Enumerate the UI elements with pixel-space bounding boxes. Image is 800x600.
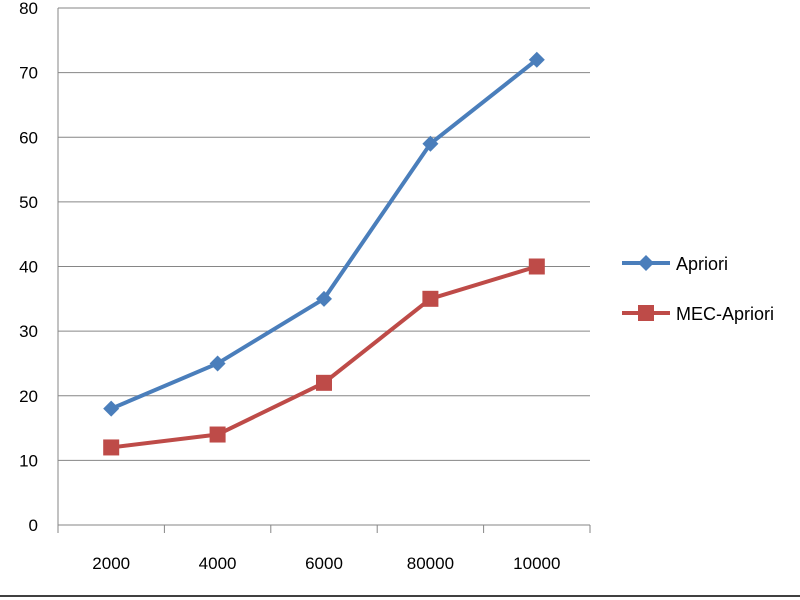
y-tick-label: 60	[19, 128, 38, 147]
data-point-diamond	[316, 290, 332, 307]
legend-marker-square	[638, 305, 654, 321]
y-tick-label: 40	[19, 258, 38, 277]
x-tick-label: 4000	[199, 554, 237, 573]
data-point-square	[103, 439, 120, 456]
data-point-diamond	[209, 355, 226, 372]
y-tick-label: 10	[19, 451, 38, 470]
data-point-square	[528, 258, 545, 275]
x-tick-label: 6000	[305, 554, 343, 573]
data-point-diamond	[103, 400, 120, 417]
grid-layer	[58, 7, 590, 461]
series-line-apriori	[109, 57, 539, 411]
legend-label: Apriori	[676, 254, 728, 274]
x-tick-label: 10000	[513, 554, 560, 573]
y-tick-label: 50	[19, 193, 38, 212]
y-tick-label: 20	[19, 387, 38, 406]
y-tick-label: 80	[19, 0, 38, 18]
x-tick-label: 80000	[407, 554, 454, 573]
series-layer	[103, 51, 545, 456]
legend-marker-diamond	[638, 255, 654, 271]
y-tick-label: 70	[19, 64, 38, 83]
x-tick-label: 2000	[92, 554, 130, 573]
data-point-square	[316, 374, 332, 391]
y-tick-label: 0	[29, 516, 38, 535]
data-point-diamond	[528, 51, 545, 68]
data-point-diamond	[422, 135, 439, 152]
legend-label: MEC-Apriori	[676, 304, 774, 324]
data-point-square	[209, 426, 226, 443]
data-point-square	[422, 290, 439, 307]
legend: Apriori MEC-Apriori	[622, 254, 774, 324]
y-tick-label: 30	[19, 322, 38, 341]
